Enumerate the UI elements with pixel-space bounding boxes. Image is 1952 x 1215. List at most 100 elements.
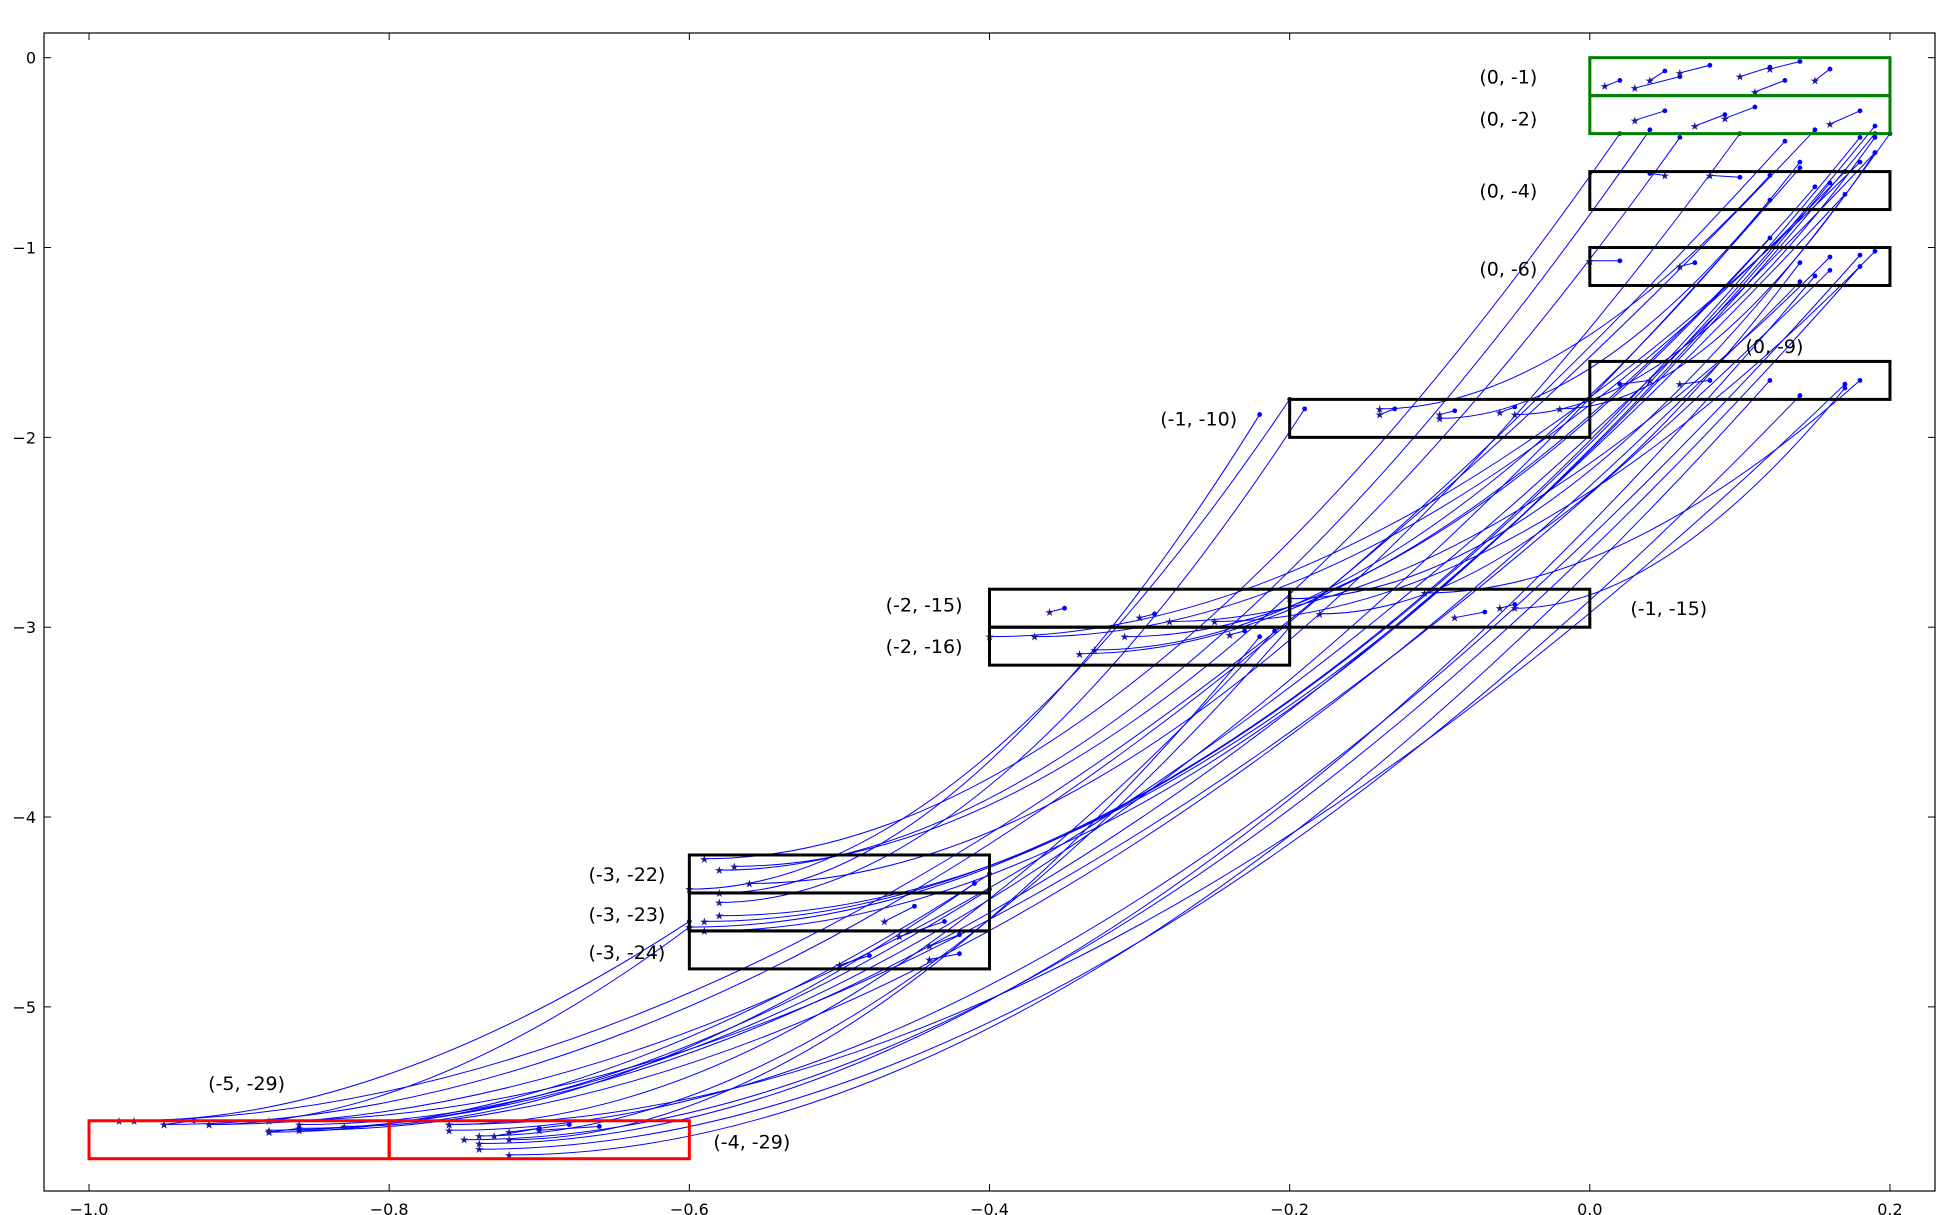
trajectory-end-dot [1152,611,1157,617]
trajectory-line [1439,161,1801,419]
short-trajectory-line [1724,106,1756,119]
trajectory-start-star: ★ [444,1119,454,1132]
trajectory-line [449,630,1276,1126]
trajectory-end-dot [1767,172,1773,178]
trajectory-end-dot [1797,393,1803,398]
trajectory-start-star: ★ [1675,67,1685,80]
trajectory-start-star: ★ [504,1134,514,1147]
short-trajectory-line [1649,70,1666,81]
trajectory-end-dot [957,951,962,957]
trajectory-line [119,129,1816,1122]
short-trajectory-line [494,1127,540,1137]
trajectory-start-star: ★ [204,1119,214,1132]
trajectory-start-star: ★ [1810,74,1820,87]
short-trajectory-line [1379,408,1395,416]
trajectory-start-star: ★ [459,1134,469,1147]
trajectory-end-dot [1782,138,1788,144]
trajectory-line [1079,186,1816,655]
trajectory-end-dot [1857,159,1863,165]
trajectory-start-star: ★ [699,915,709,928]
short-trajectory-line [884,905,915,922]
trajectory-start-star: ★ [1495,407,1505,420]
cell-boxes [87,56,1892,1161]
trajectory-start-star: ★ [1120,631,1130,644]
trajectory-end-dot [1872,150,1878,155]
short-trajectory-line [1739,66,1771,78]
trajectory-start-star: ★ [1510,602,1520,615]
trajectory-end-dot [1512,404,1518,410]
trajectory-start-star: ★ [729,860,739,873]
trajectory-end-dot [1677,74,1683,80]
cell-label: (0, -2) [1479,108,1537,130]
trajectory-start-star: ★ [880,915,890,928]
trajectory-start-star: ★ [714,864,724,877]
trajectory-end-dot [1767,235,1773,241]
trajectory-start-star: ★ [444,1119,454,1132]
trajectory-end-dot [867,953,872,959]
cell-box [1588,359,1892,401]
trajectory-end-dot [1797,279,1803,285]
trajectory-start-star: ★ [1705,169,1715,182]
y-tick-label: −4 [12,808,36,827]
trajectory-start-star: ★ [204,1119,214,1132]
trajectory-end-dot [1512,602,1518,607]
cell-label: (0, -4) [1479,181,1537,203]
short-trajectory-line [1814,68,1831,81]
trajectory-end-dot [1062,605,1067,611]
trajectory-start-star: ★ [489,1130,499,1143]
trajectory-line [689,399,1291,890]
trajectory-line [479,626,1291,1137]
trajectory-end-dot [1692,260,1698,266]
trajectory-end-dot [1827,267,1833,273]
trajectory-start-star: ★ [1510,409,1520,422]
y-tick-label: −3 [12,618,36,637]
trajectory-end-dot [1302,406,1308,412]
trajectory-end-dot [1722,112,1728,118]
trajectory-end-dot [1737,174,1743,180]
trajectory-start-star: ★ [1765,63,1775,76]
short-trajectory-line [929,934,960,947]
trajectory-end-dot [1617,381,1623,387]
y-tick-label: −2 [12,428,36,447]
trajectory-start-star: ★ [834,959,844,972]
trajectory-start-star: ★ [444,1124,454,1137]
trajectory-line [704,133,1621,860]
x-tick-label: 0.0 [1577,1200,1602,1215]
trajectory-start-star: ★ [294,1119,304,1132]
cell-label: (0, -1) [1479,67,1537,89]
trajectory-line [269,269,1831,1122]
trajectory-start-star: ★ [159,1119,169,1132]
trajectory-end-dot [1857,378,1863,383]
trajectory-line [209,152,1876,1126]
trajectory-start-star: ★ [1825,118,1835,131]
trajectory-line [1514,387,1846,609]
trajectory-line [479,275,1816,1145]
trajectories: ★ ★ ★ ★ ★★★★★★★ ★★★★★★★ ★★ ★★★★★ ★★★★★★★ ★ ★★★★★★ ★… [114,59,1893,1162]
trajectory-end-dot [1872,135,1878,140]
cell-box [988,625,1292,667]
trajectory-start-star: ★ [1165,615,1175,628]
trajectory-end-dot [1662,68,1668,74]
trajectory-start-star: ★ [1735,71,1745,84]
cell-label: (-2, -16) [886,636,963,658]
trajectory-end-dot [1482,609,1488,615]
trajectory-end-dot [1752,104,1758,110]
trajectory-start-star: ★ [1690,120,1700,133]
short-trajectory-line [1229,630,1245,636]
trajectory-line [1214,250,1876,622]
cell-box [1588,170,1892,212]
trajectory-line [509,380,1771,1156]
short-trajectory-line [1769,60,1801,70]
trajectory-line [134,921,690,1122]
cell-box [1288,397,1592,439]
trajectory-end-dot [1707,62,1713,68]
trajectory-line [1319,262,1801,615]
short-trajectory-line [1604,79,1621,87]
trajectory-start-star: ★ [1645,374,1655,387]
trajectory-start-star: ★ [504,1149,514,1162]
trajectory-end-dot [1812,273,1818,279]
trajectory-start-star: ★ [1090,644,1100,657]
trajectory-end-dot [1782,78,1788,83]
x-tick-label: −1.0 [70,1200,109,1215]
